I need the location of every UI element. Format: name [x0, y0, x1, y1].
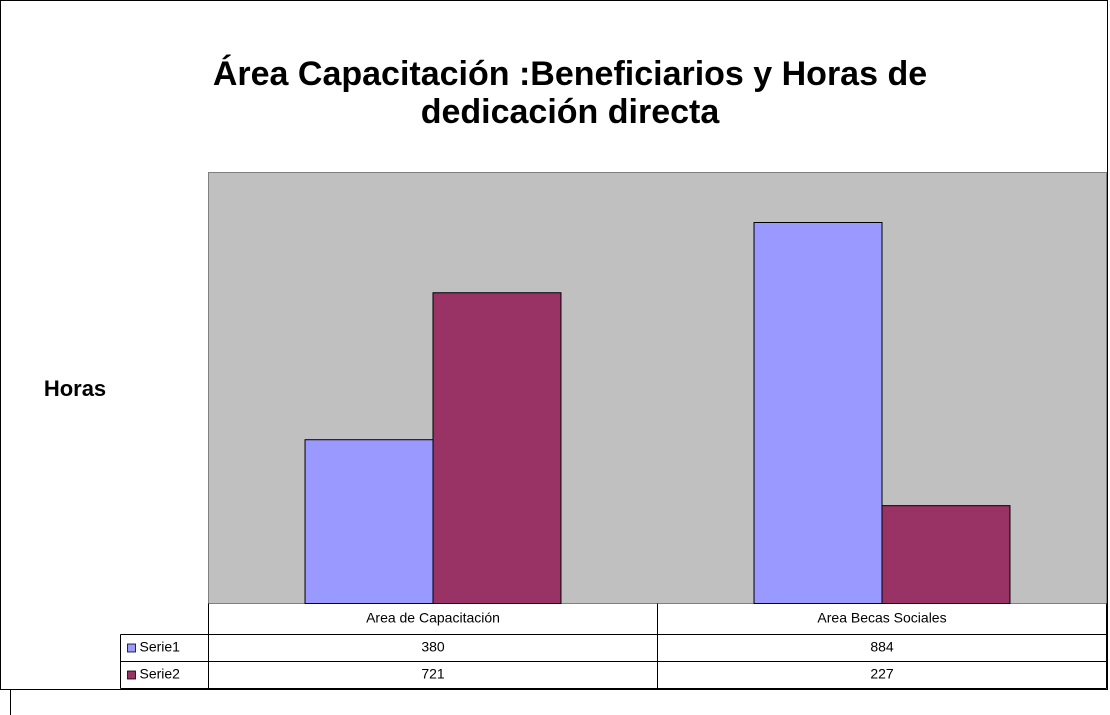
bar: [881, 505, 1011, 604]
bar: [432, 292, 562, 604]
data-table-value: 380: [421, 639, 445, 655]
data-table-value: 721: [421, 666, 445, 682]
legend-label: Serie2: [140, 666, 181, 682]
legend-swatch: [127, 670, 136, 680]
bar: [753, 221, 883, 604]
y-axis-label: Horas: [44, 376, 106, 401]
data-table-value: 227: [870, 666, 894, 682]
bar: [304, 439, 434, 604]
x-tick-label: Area de Capacitación: [366, 610, 500, 626]
legend-label: Serie1: [140, 639, 181, 655]
x-tick-label: Area Becas Sociales: [817, 610, 946, 626]
chart-title: dedicación directa: [421, 93, 721, 131]
legend-swatch: [127, 643, 136, 653]
chart-title: Área Capacitación :Beneficiarios y Horas…: [213, 55, 927, 93]
data-table-value: 884: [870, 639, 894, 655]
